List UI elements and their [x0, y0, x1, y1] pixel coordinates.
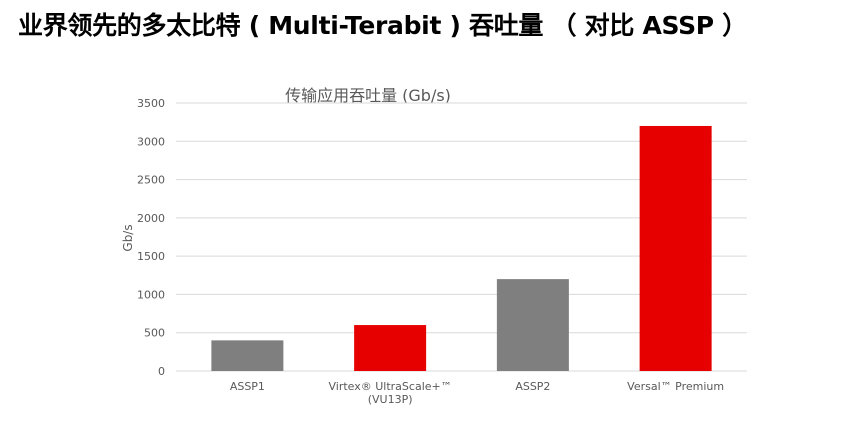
y-axis-title: Gb/s [121, 224, 135, 251]
y-tick-label: 3000 [137, 135, 165, 148]
y-tick-label: 3500 [137, 97, 165, 110]
y-tick-label: 2500 [137, 174, 165, 187]
bar [211, 340, 284, 371]
category-label: Versal™ Premium [627, 380, 724, 393]
bars [211, 125, 712, 371]
category-label: ASSP2 [515, 380, 550, 393]
category-label: ASSP1 [230, 380, 265, 393]
y-tick-label: 1500 [137, 250, 165, 263]
slide-title: 业界领先的多太比特 ( Multi-Terabit ) 吞吐量 （ 对比 ASS… [18, 11, 747, 40]
y-tick-label: 1000 [137, 288, 165, 301]
y-tick-labels: 0 500 1000 1500 2000 2500 3000 3500 [137, 97, 165, 378]
bar [639, 125, 712, 371]
bar [354, 325, 427, 371]
category-label: (VU13P) [368, 393, 413, 406]
category-label: Virtex® UltraScale+™ [328, 380, 451, 393]
y-tick-label: 0 [158, 365, 165, 378]
y-tick-label: 2000 [137, 212, 165, 225]
y-tick-label: 500 [144, 327, 165, 340]
bar [496, 279, 569, 371]
chart-title: 传输应用吞吐量 (Gb/s) [285, 86, 451, 105]
category-labels: ASSP1 Virtex® UltraScale+™(VU13P) ASSP2 Ver… [230, 380, 724, 406]
